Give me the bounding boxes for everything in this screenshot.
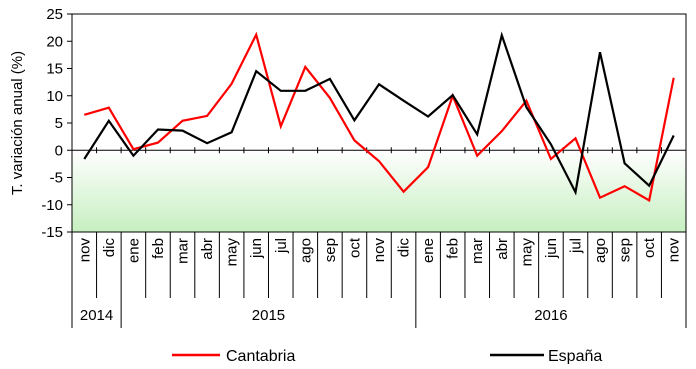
x-tick-label-dic: dic <box>101 238 118 258</box>
x-tick-label-mar: mar <box>175 238 192 264</box>
x-tick-label-jul: jul <box>273 238 290 254</box>
y-tick-label: 20 <box>46 33 63 50</box>
x-tick-label-jun: jun <box>543 238 560 259</box>
year-label-2015: 2015 <box>252 307 285 324</box>
series-line-espa-a <box>83 31 675 196</box>
x-tick-label-sep: sep <box>617 238 634 262</box>
y-tick-label: -5 <box>50 170 63 187</box>
y-tick-label: -15 <box>41 224 63 241</box>
y-tick-label: 0 <box>55 142 63 159</box>
y-tick-label: -10 <box>41 197 63 214</box>
x-tick-label-nov: nov <box>371 238 388 263</box>
x-tick-label-abr: abr <box>494 238 511 260</box>
x-tick-label-abr: abr <box>199 238 216 260</box>
x-tick-label-feb: feb <box>150 238 167 259</box>
year-label-2016: 2016 <box>534 307 567 324</box>
x-tick-label-oct: oct <box>346 237 363 258</box>
x-tick-label-nov: nov <box>666 238 683 263</box>
y-tick-label: 5 <box>55 115 63 132</box>
x-tick-label-ene: ene <box>420 238 437 263</box>
x-tick-label-sep: sep <box>322 238 339 262</box>
x-tick-label-dic: dic <box>396 238 413 258</box>
y-tick-label: 15 <box>46 61 63 78</box>
x-tick-label-may: may <box>224 238 241 267</box>
x-tick-label-feb: feb <box>445 238 462 259</box>
y-tick-label: 25 <box>46 6 63 23</box>
series-line-cantabria <box>83 31 675 203</box>
x-tick-label-may: may <box>518 238 535 267</box>
x-tick-label-ago: ago <box>592 238 609 263</box>
below-zero-band <box>72 150 686 232</box>
year-label-2014: 2014 <box>80 307 113 324</box>
x-tick-label-ene: ene <box>125 238 142 263</box>
x-tick-label-nov: nov <box>76 238 93 263</box>
x-tick-label-ago: ago <box>297 238 314 263</box>
y-axis-label: T. variación anual (%) <box>9 51 26 195</box>
x-tick-label-oct: oct <box>641 237 658 258</box>
legend-label-espa-a: España <box>548 348 602 364</box>
x-tick-label-jul: jul <box>567 238 584 254</box>
y-tick-label: 10 <box>46 88 63 105</box>
x-tick-label-mar: mar <box>469 238 486 264</box>
x-tick-label-jun: jun <box>248 238 265 259</box>
legend-label-cantabria: Cantabria <box>226 348 295 364</box>
